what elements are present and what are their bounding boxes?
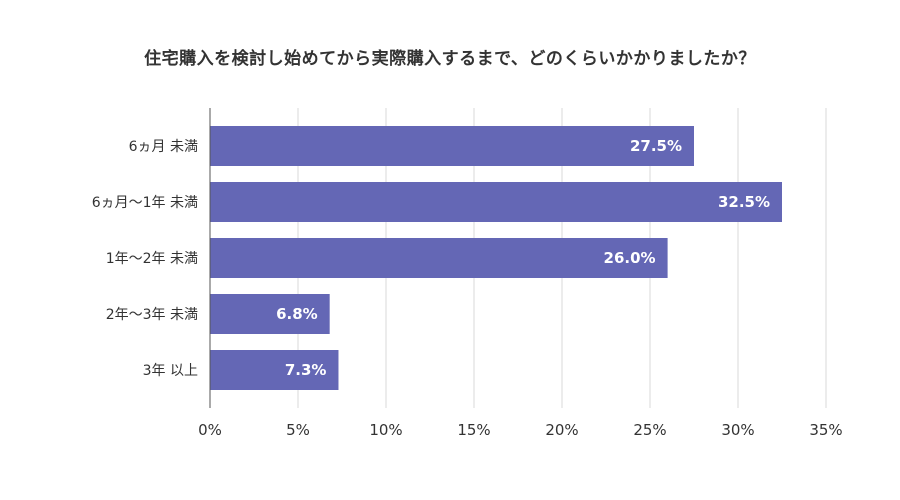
- category-label-0: 6ヵ月 未満: [129, 139, 198, 155]
- category-label-4: 3年 以上: [143, 363, 198, 379]
- x-tick-label-0: 0%: [198, 421, 222, 439]
- x-tick-label-25: 25%: [633, 421, 666, 439]
- category-label-3: 2年〜3年 未満: [106, 307, 198, 323]
- bar-0: [210, 126, 694, 166]
- x-tick-label-20: 20%: [545, 421, 578, 439]
- data-label-3: 6.8%: [276, 305, 318, 323]
- bar-1: [210, 182, 782, 222]
- chart-title: 住宅購入を検討し始めてから実際購入するまで、どのくらいかかりましたか？: [144, 49, 756, 69]
- bar-4: [210, 350, 339, 390]
- data-label-0: 27.5%: [630, 137, 682, 155]
- bar-3: [210, 294, 330, 334]
- data-label-1: 32.5%: [718, 193, 770, 211]
- x-tick-label-35: 35%: [809, 421, 842, 439]
- bar-2: [210, 238, 668, 278]
- x-tick-label-10: 10%: [369, 421, 402, 439]
- x-tick-label-15: 15%: [457, 421, 490, 439]
- category-label-2: 1年〜2年 未満: [106, 251, 198, 267]
- data-label-4: 7.3%: [285, 361, 327, 379]
- data-label-2: 26.0%: [604, 249, 656, 267]
- x-tick-label-5: 5%: [286, 421, 310, 439]
- category-label-1: 6ヵ月〜1年 未満: [92, 195, 198, 211]
- x-tick-label-30: 30%: [721, 421, 754, 439]
